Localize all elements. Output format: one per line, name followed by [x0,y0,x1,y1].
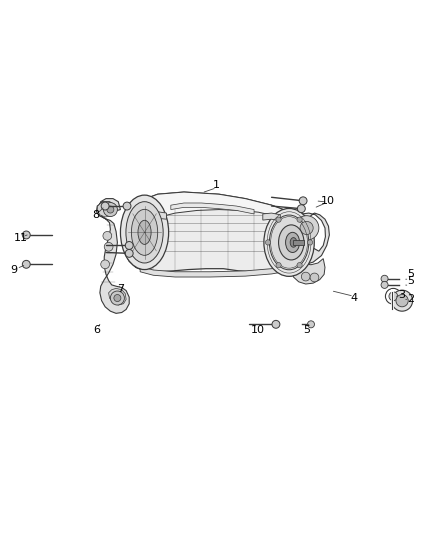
Text: 11: 11 [14,233,28,243]
Circle shape [272,320,280,328]
Circle shape [107,206,114,213]
Circle shape [104,243,113,251]
Text: 5: 5 [407,269,414,279]
Circle shape [297,217,302,222]
Circle shape [103,231,112,240]
Polygon shape [291,259,325,284]
Circle shape [310,273,319,282]
Circle shape [22,231,30,239]
Circle shape [123,202,131,210]
Polygon shape [97,203,113,217]
Polygon shape [125,192,309,272]
Ellipse shape [264,208,314,276]
Circle shape [307,240,313,245]
Text: 8: 8 [92,210,99,220]
Circle shape [381,275,388,282]
Circle shape [22,260,30,268]
Circle shape [276,217,281,222]
Circle shape [114,295,121,302]
Circle shape [276,263,281,268]
Text: 10: 10 [251,325,265,335]
Polygon shape [149,212,166,219]
Ellipse shape [120,195,169,270]
Ellipse shape [290,238,297,247]
Circle shape [301,272,310,281]
Ellipse shape [269,215,309,270]
Circle shape [294,216,319,240]
Circle shape [299,197,307,205]
Text: 5: 5 [407,276,414,286]
Circle shape [265,240,271,245]
Circle shape [125,241,133,249]
Text: 7: 7 [117,284,124,294]
Text: 10: 10 [321,196,335,206]
Circle shape [389,292,398,301]
Ellipse shape [279,225,304,260]
Circle shape [110,291,124,305]
Text: 6: 6 [93,325,100,335]
Circle shape [392,290,413,311]
Text: 4: 4 [350,293,357,303]
Circle shape [396,295,408,307]
Circle shape [307,321,314,328]
Text: 1: 1 [213,181,220,190]
Polygon shape [288,213,329,265]
Text: 5: 5 [303,325,310,335]
Circle shape [125,249,133,257]
Circle shape [101,260,110,269]
Ellipse shape [286,232,300,253]
Ellipse shape [131,209,158,255]
Polygon shape [171,203,254,214]
Text: 9: 9 [11,265,18,275]
Circle shape [381,281,388,288]
Ellipse shape [126,201,163,263]
Circle shape [300,221,313,235]
Circle shape [297,263,302,268]
Circle shape [103,203,117,216]
Polygon shape [96,199,129,313]
Circle shape [101,202,109,210]
Polygon shape [109,288,126,305]
Ellipse shape [138,220,151,245]
Polygon shape [140,265,289,277]
Polygon shape [263,213,280,221]
Circle shape [297,205,305,213]
Bar [293,240,304,245]
Polygon shape [131,192,309,236]
Text: 3: 3 [398,290,405,300]
Text: 2: 2 [407,294,414,304]
